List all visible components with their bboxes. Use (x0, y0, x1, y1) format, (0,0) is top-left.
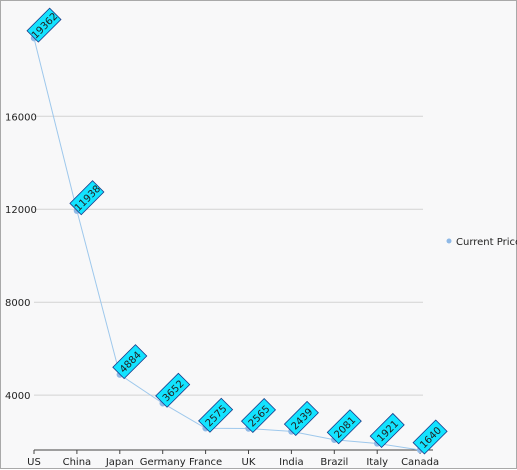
x-tick-label-china: China (63, 457, 92, 468)
grid-layer (34, 116, 423, 395)
y-tick-label-16000: 16000 (5, 112, 37, 123)
y-tick-label-12000: 12000 (5, 205, 37, 216)
x-tick-label-uk: UK (242, 457, 256, 468)
x-tick-label-germany: Germany (140, 457, 186, 468)
legend-marker (447, 239, 452, 244)
data-label-us: 19362 (27, 8, 61, 42)
x-tick-label-india: India (279, 457, 304, 468)
x-tick-label-france: France (189, 457, 222, 468)
x-tick-label-italy: Italy (366, 457, 388, 468)
x-tick-label-canada: Canada (401, 457, 439, 468)
legend: Current Prices (447, 237, 517, 248)
x-tick-label-japan: Japan (105, 457, 134, 468)
series-layer (31, 35, 424, 453)
x-tick-label-us: US (27, 457, 41, 468)
series-line-current-prices (34, 38, 420, 450)
y-tick-labels: 4000 8000 12000 16000 (5, 112, 37, 402)
legend-label: Current Prices (456, 237, 517, 248)
y-tick-label-8000: 8000 (5, 298, 30, 309)
axis-layer (34, 450, 433, 454)
x-tick-label-brazil: Brazil (320, 457, 348, 468)
y-tick-label-4000: 4000 (5, 391, 30, 402)
